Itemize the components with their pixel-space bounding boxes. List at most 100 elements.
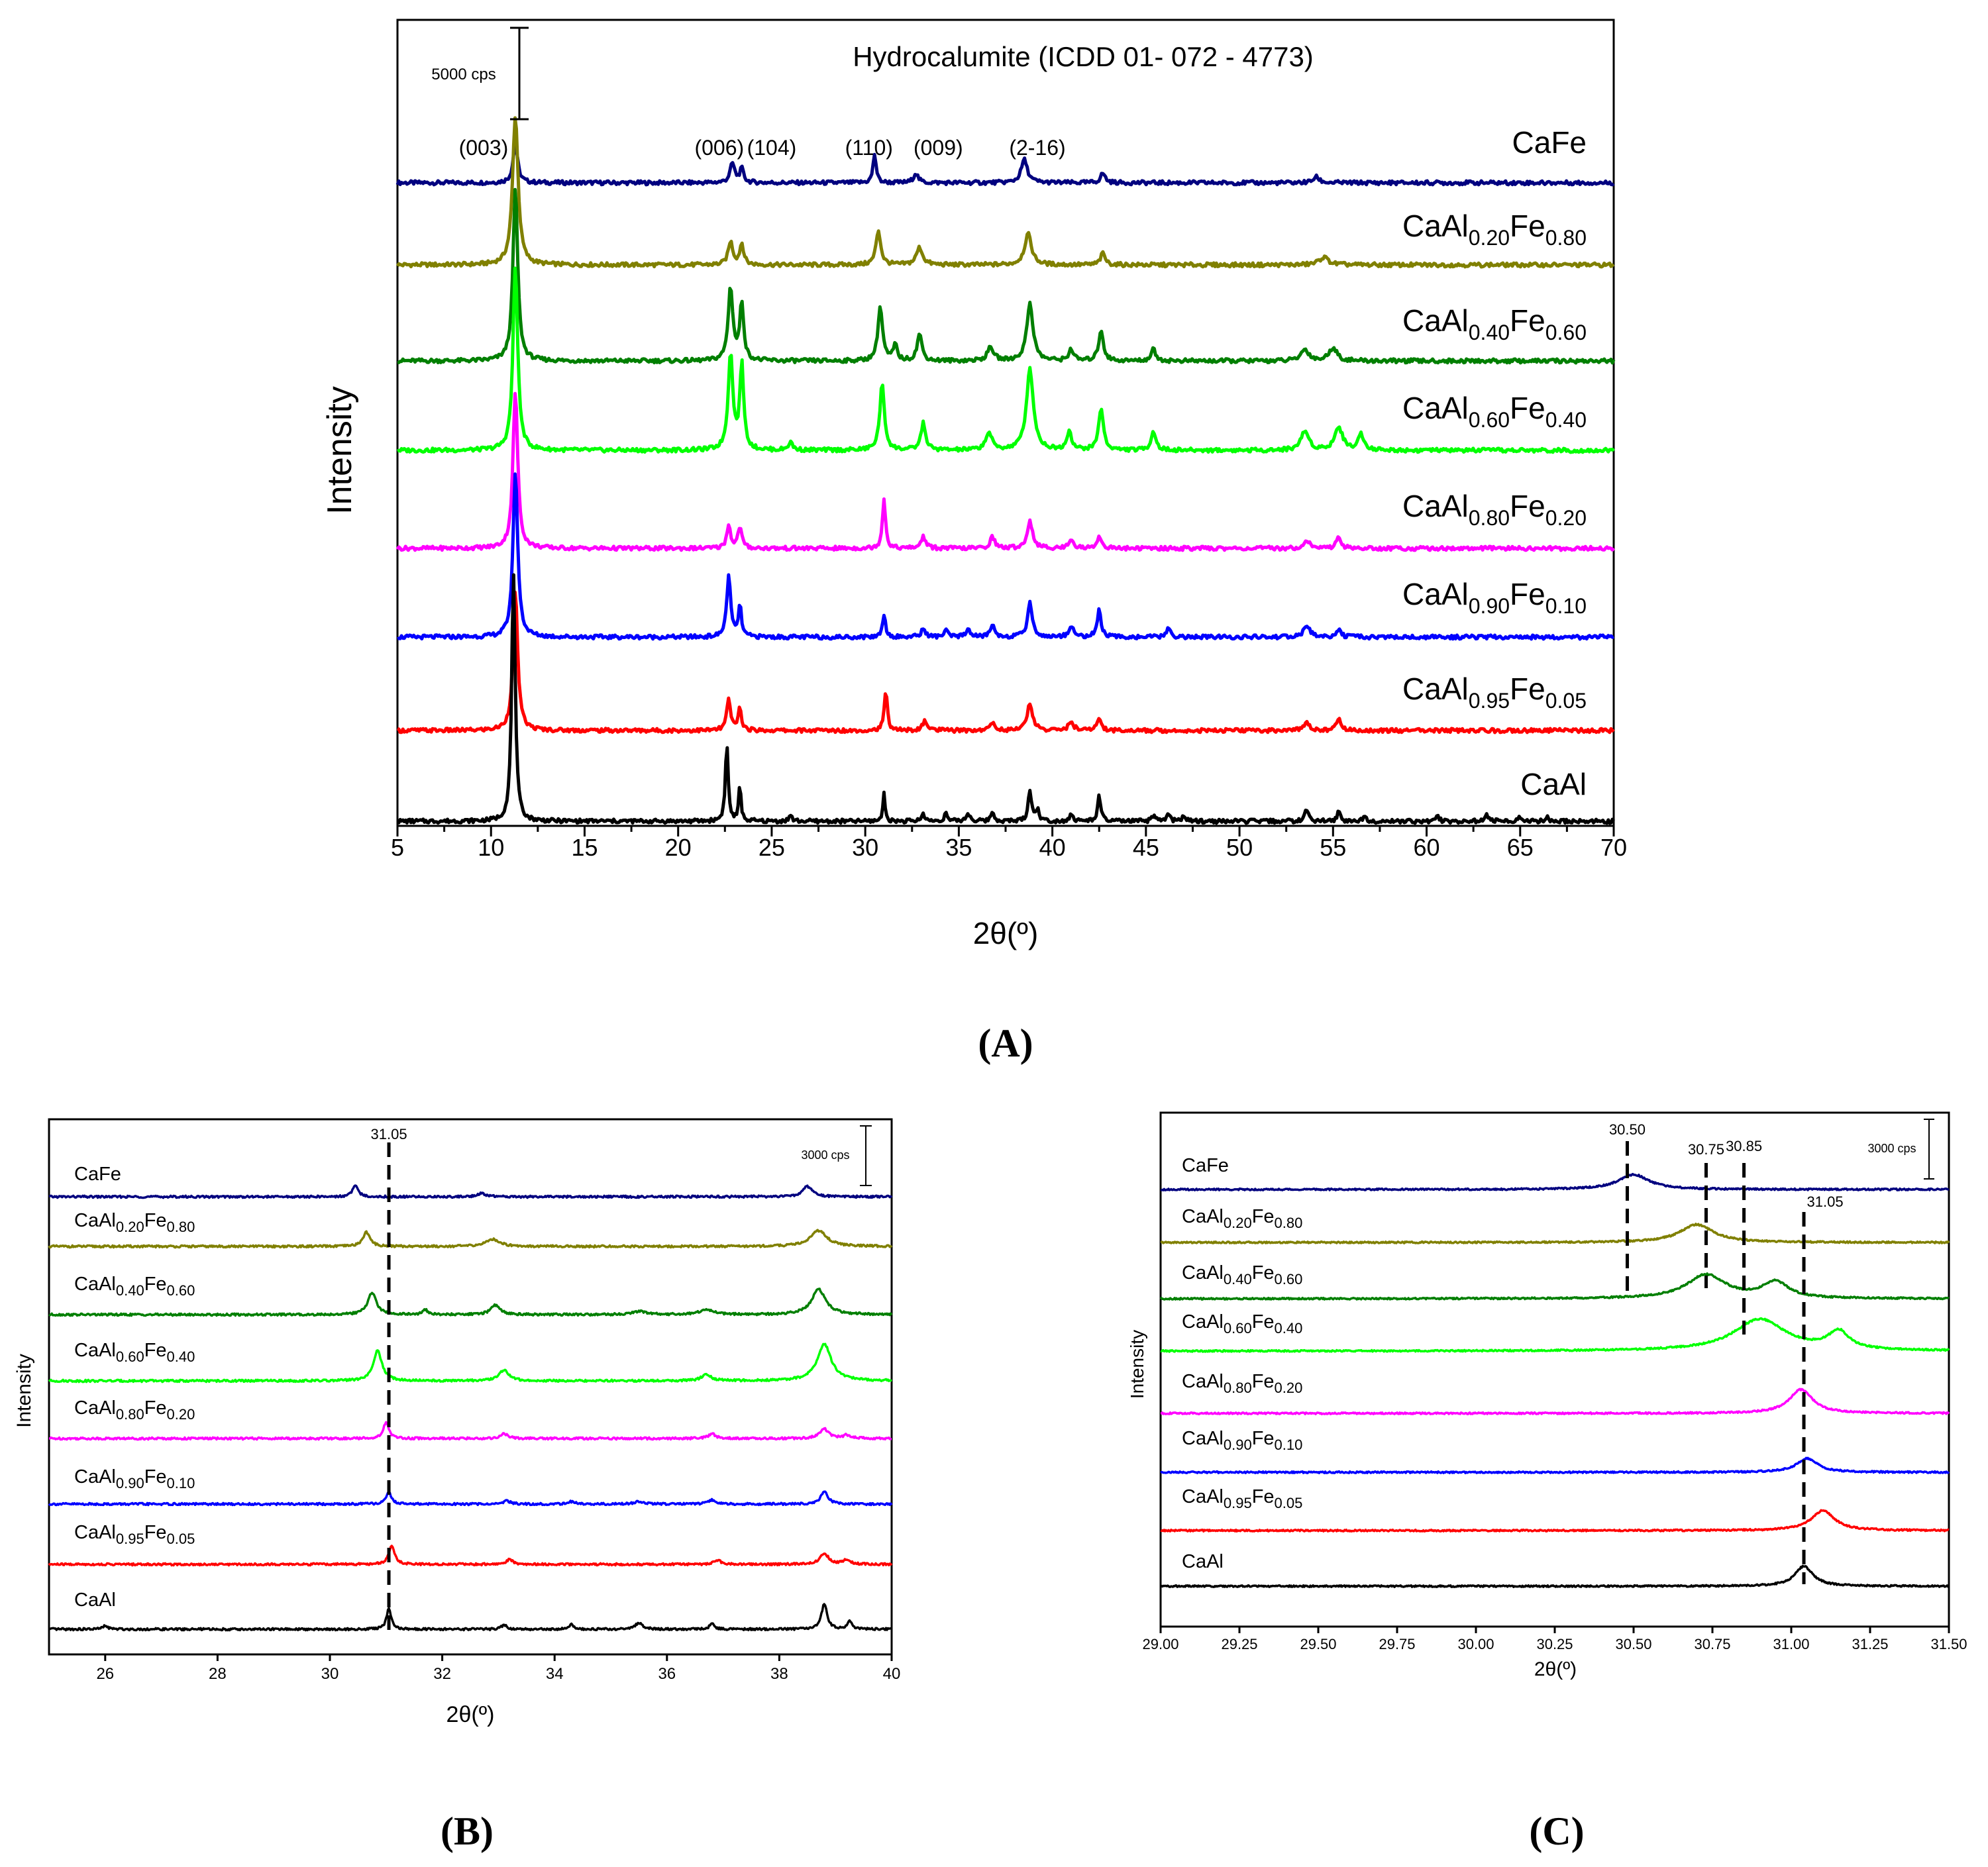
x-tick-label: 31.25 (1852, 1636, 1888, 1652)
series-label-subscript: 0.95 (116, 1531, 144, 1547)
x-tick-label: 70 (1600, 834, 1627, 861)
x-tick-label: 31.50 (1930, 1636, 1967, 1652)
series-line-CaAl (48, 1603, 892, 1632)
series-line-CaFe (48, 1184, 893, 1199)
series-line-CaAl0.90Fe0.10 (1160, 1456, 1950, 1474)
x-tick-label: 30 (852, 834, 878, 861)
series-line-CaAl0.95Fe0.05 (396, 590, 1615, 734)
series-label-element: Fe (1510, 577, 1545, 611)
series-label-subscript: 0.20 (116, 1219, 144, 1235)
panel-a-title: Hydrocalumite (ICDD 01- 072 - 4773) (853, 41, 1314, 72)
reference-line-label: 30.85 (1726, 1138, 1762, 1154)
series-line-CaAl0.95Fe0.05 (1160, 1509, 1950, 1533)
x-tick-label: 20 (665, 834, 692, 861)
series-label-element: Fe (1252, 1262, 1275, 1284)
series-label-main: CaFe (1182, 1155, 1229, 1176)
series-label-main: CaAl (74, 1340, 116, 1361)
panel-b-traces (48, 1184, 893, 1632)
panel-a-traces (395, 116, 1616, 825)
series-label-CaAl0.95Fe0.05: CaAl0.95Fe0.05 (1182, 1486, 1302, 1511)
series-line-CaAl0.90Fe0.10 (48, 1490, 893, 1507)
series-label-main: CaAl (1182, 1486, 1224, 1507)
series-label-CaAl0.80Fe0.20: CaAl0.80Fe0.20 (1402, 489, 1587, 530)
series-label-element: Fe (144, 1466, 167, 1488)
series-label-main: CaAl (74, 1466, 116, 1488)
series-label-element: Fe (1252, 1428, 1275, 1449)
series-label-subscript: 0.20 (167, 1406, 195, 1423)
x-tick-label: 32 (433, 1665, 451, 1683)
panel-c-label: (C) (1529, 1809, 1584, 1853)
series-label-CaAl0.20Fe0.80: CaAl0.20Fe0.80 (1402, 209, 1587, 250)
series-label-main: CaAl (74, 1397, 116, 1419)
series-label-subscript: 0.40 (116, 1282, 144, 1299)
panel-b-x-axis-label: 2θ(º) (446, 1702, 495, 1727)
panel-a-x-ticks: 5 10 15 20 25 30 35 40 45 50 55 60 65 70 (391, 826, 1627, 861)
x-tick-label: 29.50 (1300, 1636, 1336, 1652)
series-label-subscript: 0.20 (1545, 506, 1587, 530)
series-label-CaFe: CaFe (1512, 125, 1587, 160)
series-label-main: CaFe (74, 1164, 121, 1185)
peak-label: (006) (694, 136, 744, 160)
series-label-element: Fe (144, 1210, 167, 1231)
series-label-element: Fe (1252, 1486, 1275, 1507)
x-tick-label: 31.00 (1773, 1636, 1809, 1652)
series-label-CaAl0.40Fe0.60: CaAl0.40Fe0.60 (1182, 1262, 1302, 1287)
series-label-element: Fe (144, 1522, 167, 1543)
series-label-subscript: 0.20 (1469, 226, 1510, 250)
series-label-main: CaAl (1182, 1371, 1224, 1392)
series-label-CaAl0.60Fe0.40: CaAl0.60Fe0.40 (74, 1340, 195, 1365)
series-label-main: CaAl (1402, 391, 1469, 425)
series-line-CaAl0.20Fe0.80 (48, 1229, 893, 1249)
x-tick-label: 40 (883, 1665, 901, 1683)
panel-b-x-ticks: 26 28 30 32 34 36 38 40 (96, 1654, 900, 1683)
series-label-main: CaAl (1182, 1311, 1224, 1333)
series-label-subscript: 0.40 (1224, 1271, 1252, 1287)
series-line-CaAl0.40Fe0.60 (48, 1287, 893, 1317)
peak-label: (009) (914, 136, 963, 160)
panel-a-scale-label: 5000 cps (431, 66, 496, 83)
series-line-CaAl0.95Fe0.05 (48, 1544, 893, 1567)
x-tick-label: 28 (209, 1665, 227, 1683)
series-label-main: CaAl (74, 1589, 116, 1611)
series-label-element: Fe (1510, 489, 1545, 523)
reference-line-label: 31.05 (1807, 1193, 1844, 1210)
series-label-CaAl0.90Fe0.10: CaAl0.90Fe0.10 (1402, 577, 1587, 618)
series-label-element: Fe (144, 1397, 167, 1419)
panel-c-reference-lines: 30.50 30.75 30.85 31.05 (1609, 1121, 1844, 1584)
series-label-subscript: 0.60 (1224, 1320, 1252, 1337)
reference-line-label: 30.50 (1609, 1121, 1646, 1138)
series-label-CaAl: CaAl (1182, 1551, 1224, 1572)
x-tick-label: 30.75 (1694, 1636, 1730, 1652)
series-label-subscript: 0.90 (1224, 1437, 1252, 1453)
series-line-CaAl0.60Fe0.40 (48, 1342, 892, 1384)
panel-a-x-axis-label: 2θ(º) (973, 916, 1039, 950)
series-line-CaAl0.90Fe0.10 (397, 472, 1615, 641)
series-label-main: CaAl (74, 1210, 116, 1231)
series-label-subscript: 0.80 (167, 1219, 195, 1235)
series-line-CaAl0.80Fe0.20 (48, 1421, 892, 1441)
x-tick-label: 65 (1507, 834, 1534, 861)
series-label-element: Fe (1510, 303, 1545, 338)
series-label-CaAl0.60Fe0.40: CaAl0.60Fe0.40 (1182, 1311, 1302, 1337)
series-label-element: Fe (1252, 1371, 1275, 1392)
series-label-subscript: 0.40 (1275, 1320, 1303, 1337)
peak-label: (2-16) (1009, 136, 1065, 160)
series-label-main: CaFe (1512, 125, 1587, 160)
series-label-main: CaAl (1402, 303, 1469, 338)
series-label-subscript: 0.20 (1224, 1215, 1252, 1231)
panel-b: 26 28 30 32 34 36 38 40 CaFeCaAl0.20Fe0.80CaAl0… (13, 1118, 900, 1853)
panel-a-y-axis-label: Intensity (321, 386, 359, 515)
reference-line-label: 30.75 (1688, 1141, 1724, 1158)
x-tick-label: 5 (391, 834, 404, 861)
series-line-CaAl0.60Fe0.40 (396, 266, 1615, 454)
series-line-CaAl (397, 573, 1615, 825)
x-tick-label: 26 (96, 1665, 114, 1683)
series-line-CaAl0.40Fe0.60 (1159, 1272, 1950, 1301)
x-tick-label: 38 (770, 1665, 788, 1683)
x-tick-label: 45 (1133, 834, 1159, 861)
series-line-CaFe (395, 144, 1615, 187)
x-tick-label: 30.00 (1457, 1636, 1494, 1652)
panel-c-y-axis-label: Intensity (1127, 1330, 1147, 1399)
series-label-main: CaAl (1182, 1262, 1224, 1284)
series-label-subscript: 0.40 (1545, 408, 1587, 432)
